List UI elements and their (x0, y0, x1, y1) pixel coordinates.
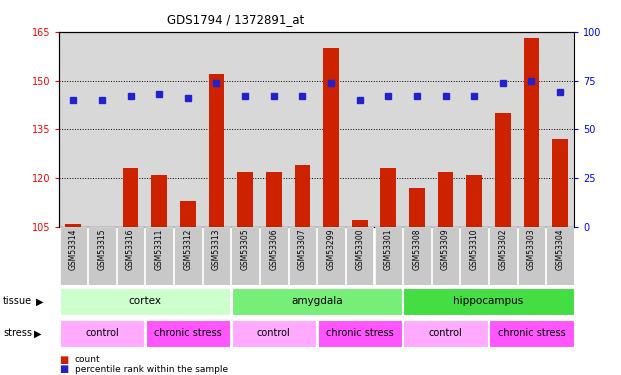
Text: GSM53316: GSM53316 (126, 229, 135, 270)
Text: stress: stress (3, 328, 32, 338)
Bar (466, 175, 482, 227)
Bar (180, 201, 196, 227)
Text: GSM53300: GSM53300 (355, 229, 364, 270)
Bar (152, 175, 167, 227)
Text: GSM53314: GSM53314 (69, 229, 78, 270)
Text: control: control (85, 328, 119, 338)
Text: cortex: cortex (129, 297, 161, 306)
FancyBboxPatch shape (489, 320, 574, 347)
FancyBboxPatch shape (232, 288, 402, 315)
FancyBboxPatch shape (174, 227, 202, 285)
FancyBboxPatch shape (404, 320, 487, 347)
Text: GSM53307: GSM53307 (298, 229, 307, 270)
Text: GSM53306: GSM53306 (270, 229, 278, 270)
FancyBboxPatch shape (232, 227, 259, 285)
Text: chronic stress: chronic stress (326, 328, 394, 338)
Text: GSM53309: GSM53309 (441, 229, 450, 270)
FancyBboxPatch shape (60, 227, 87, 285)
FancyBboxPatch shape (460, 227, 488, 285)
Bar (294, 165, 310, 227)
Bar (123, 168, 138, 227)
Text: GSM53311: GSM53311 (155, 229, 164, 270)
FancyBboxPatch shape (404, 288, 574, 315)
Text: hippocampus: hippocampus (453, 297, 524, 306)
Text: GSM53305: GSM53305 (240, 229, 250, 270)
Text: GSM53308: GSM53308 (412, 229, 422, 270)
FancyBboxPatch shape (117, 227, 144, 285)
Text: ■: ■ (59, 364, 68, 374)
Text: amygdala: amygdala (291, 297, 343, 306)
FancyBboxPatch shape (88, 227, 116, 285)
FancyBboxPatch shape (289, 227, 316, 285)
Text: GSM53303: GSM53303 (527, 229, 536, 270)
FancyBboxPatch shape (260, 227, 288, 285)
FancyBboxPatch shape (317, 320, 402, 347)
Bar (381, 168, 396, 227)
Bar (524, 38, 540, 227)
Bar (351, 220, 368, 227)
FancyBboxPatch shape (60, 288, 230, 315)
Bar (65, 224, 81, 227)
Text: GSM53304: GSM53304 (556, 229, 564, 270)
Bar (266, 172, 282, 227)
Bar (438, 172, 453, 227)
Bar (323, 48, 339, 227)
Text: count: count (75, 356, 100, 364)
FancyBboxPatch shape (145, 227, 173, 285)
FancyBboxPatch shape (518, 227, 545, 285)
Text: GSM53299: GSM53299 (327, 229, 335, 270)
Bar (409, 188, 425, 227)
FancyBboxPatch shape (489, 227, 517, 285)
FancyBboxPatch shape (317, 227, 345, 285)
FancyBboxPatch shape (202, 227, 230, 285)
Text: ■: ■ (59, 355, 68, 365)
Text: GSM53312: GSM53312 (183, 229, 193, 270)
FancyBboxPatch shape (546, 227, 574, 285)
Text: ▶: ▶ (36, 297, 43, 306)
Text: tissue: tissue (3, 297, 32, 306)
Text: chronic stress: chronic stress (497, 328, 565, 338)
Bar (209, 74, 224, 227)
FancyBboxPatch shape (432, 227, 460, 285)
Text: control: control (257, 328, 291, 338)
FancyBboxPatch shape (374, 227, 402, 285)
FancyBboxPatch shape (146, 320, 230, 347)
Text: ▶: ▶ (34, 328, 42, 338)
Bar (495, 113, 510, 227)
FancyBboxPatch shape (60, 320, 144, 347)
Bar (552, 139, 568, 227)
Text: chronic stress: chronic stress (154, 328, 222, 338)
Text: GSM53313: GSM53313 (212, 229, 221, 270)
Text: GDS1794 / 1372891_at: GDS1794 / 1372891_at (167, 13, 305, 26)
Text: GSM53310: GSM53310 (469, 229, 479, 270)
Text: GSM53301: GSM53301 (384, 229, 393, 270)
FancyBboxPatch shape (346, 227, 373, 285)
Text: control: control (428, 328, 463, 338)
Text: GSM53302: GSM53302 (498, 229, 507, 270)
Bar (237, 172, 253, 227)
Text: GSM53315: GSM53315 (97, 229, 106, 270)
FancyBboxPatch shape (232, 320, 316, 347)
Text: percentile rank within the sample: percentile rank within the sample (75, 365, 228, 374)
FancyBboxPatch shape (403, 227, 431, 285)
